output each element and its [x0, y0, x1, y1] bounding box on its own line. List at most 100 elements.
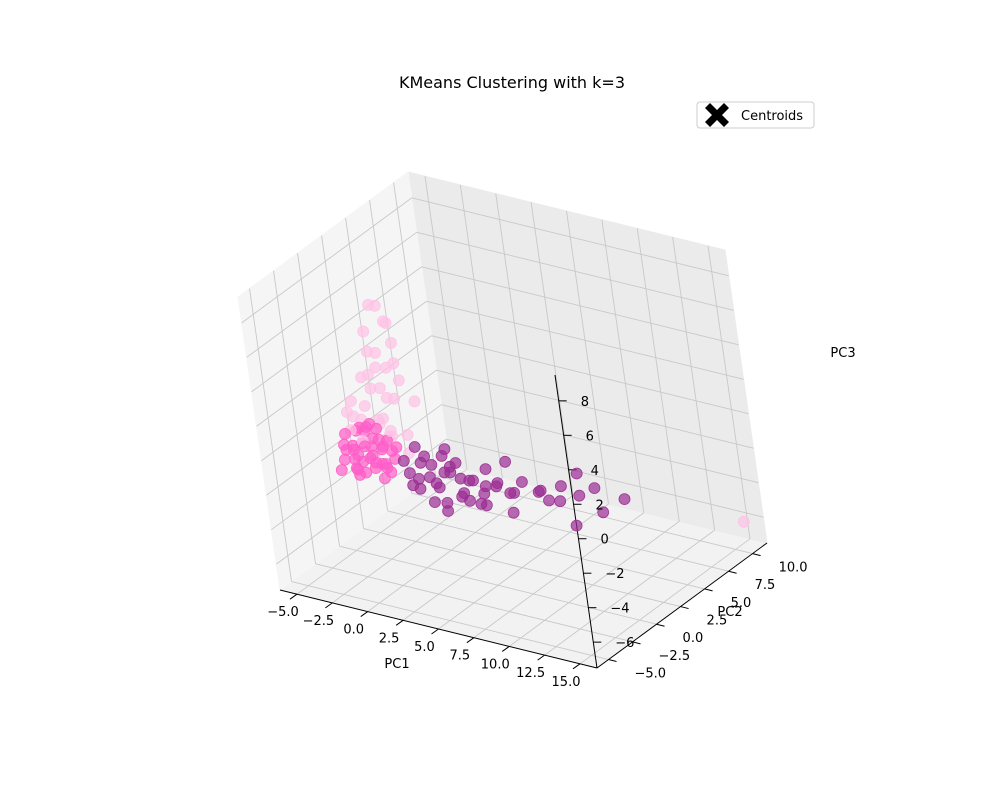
scatter-point-cluster-2	[387, 357, 400, 370]
x-gridline	[672, 237, 716, 531]
scatter-point-cluster-1	[507, 506, 520, 519]
scatter-point-cluster-1	[403, 467, 416, 480]
scatter-point-cluster-0	[378, 472, 391, 485]
x-tick-label: −2.5	[303, 614, 335, 629]
x-gridline	[424, 176, 468, 470]
left-pane	[237, 171, 451, 591]
x-tick-label: 0.0	[343, 623, 364, 638]
axis-lines	[279, 374, 768, 670]
x-tick-label: 7.5	[450, 649, 471, 664]
z-tick-label: 0	[600, 533, 608, 548]
scatter-point-cluster-1	[570, 467, 583, 480]
x-gridline	[601, 219, 645, 513]
scatter-point-cluster-2	[385, 336, 397, 349]
y-tick-label: 0.0	[683, 631, 704, 646]
y-tick-label: −2.5	[659, 649, 691, 664]
y-gridline	[411, 492, 729, 572]
z-gridline	[436, 369, 754, 449]
x-tick	[360, 611, 369, 617]
scatter-point-cluster-0	[364, 452, 377, 465]
scatter-point-cluster-1	[425, 458, 438, 471]
x-gridline	[473, 512, 645, 639]
x-tick	[572, 663, 581, 670]
x-tick	[431, 628, 439, 635]
y-tick	[632, 641, 641, 645]
x-gridline	[402, 494, 574, 621]
z-gridline	[241, 197, 412, 324]
y-tick	[704, 588, 713, 592]
x-tick	[325, 602, 333, 609]
scatter-point-cluster-1	[479, 480, 492, 493]
scatter-point-cluster-1	[438, 443, 451, 456]
z-gridline	[441, 404, 759, 484]
z-tick-label: 2	[596, 498, 604, 513]
y-tick-label: 2.5	[707, 614, 728, 629]
x-gridline	[508, 521, 680, 647]
scatter-point-cluster-2	[392, 374, 405, 387]
z-tick-label: 8	[581, 395, 589, 410]
scatter-point-cluster-1	[573, 489, 586, 502]
z-tick-label: 4	[591, 464, 599, 479]
x-gridline	[459, 184, 503, 478]
y-tick	[680, 606, 689, 610]
scatter-point-cluster-2	[384, 424, 397, 437]
y-gridline	[393, 182, 437, 476]
scatter-point-cluster-0	[381, 461, 394, 474]
legend: Centroids	[696, 101, 815, 129]
scatter-point-cluster-2	[357, 325, 370, 338]
scatter-point-cluster-2	[347, 410, 360, 423]
scatter-point-cluster-0	[338, 453, 351, 466]
z-gridline	[251, 266, 422, 393]
scatter-point-cluster-1	[408, 441, 421, 453]
scatter-point-cluster-2	[377, 412, 389, 425]
scatter-point-cluster-1	[428, 496, 441, 509]
scatter-point-cluster-1	[597, 506, 610, 519]
z-gridline	[416, 231, 734, 311]
x-tick-label: −5.0	[267, 605, 299, 620]
scatter-point-cluster-2	[369, 346, 382, 359]
scatter-point-cluster-1	[491, 477, 504, 490]
y-tick	[752, 553, 761, 557]
scatter-point-cluster-1	[504, 487, 517, 500]
scatter-point-cluster-2	[379, 317, 392, 329]
y-tick	[728, 570, 737, 574]
scatter-point-cluster-0	[358, 440, 371, 453]
centroid-marker-icon	[705, 103, 729, 127]
y-axis-label: PC2	[717, 605, 742, 620]
y-gridline	[291, 581, 609, 660]
y-tick-label: 7.5	[755, 578, 776, 593]
z-gridline	[256, 300, 427, 427]
scatter-point-cluster-1	[430, 477, 443, 490]
x-gridline	[495, 193, 539, 487]
y-tick-label: −5.0	[635, 667, 667, 682]
x-tick-label: 10.0	[481, 657, 510, 672]
x-tick	[537, 654, 545, 661]
y-axis-line	[596, 542, 768, 669]
scatter-point-cluster-1	[555, 480, 567, 493]
tick-labels: −5.0−2.50.02.55.07.510.012.515.0−5.0−2.5…	[267, 395, 807, 690]
x-gridline	[707, 245, 751, 539]
y-gridline	[249, 288, 292, 582]
scatter-point-cluster-2	[737, 515, 750, 528]
x-axis-label: PC1	[384, 657, 409, 672]
scatter-point-cluster-1	[479, 463, 492, 476]
legend-entry-centroids: Centroids	[741, 109, 803, 124]
scatter-point-cluster-1	[438, 466, 451, 479]
z-gridline	[421, 266, 739, 346]
y-gridline	[363, 528, 681, 607]
x-gridline	[566, 210, 609, 505]
scatter-point-cluster-2	[373, 382, 386, 395]
scatter-point-cluster-1	[458, 487, 471, 500]
scatter-point-cluster-1	[397, 454, 410, 467]
scatter-point-cluster-2	[401, 428, 414, 441]
x-gridline	[636, 228, 680, 522]
x-gridline	[367, 486, 539, 612]
y-gridline	[315, 563, 633, 643]
x-tick-label: 12.5	[516, 666, 545, 681]
scatter-point-cluster-0	[335, 464, 348, 477]
scatter-point-cluster-1	[554, 495, 567, 508]
z-tick-label: −4	[610, 602, 629, 617]
z-axis-label: PC3	[830, 346, 855, 361]
y-tick	[656, 623, 665, 627]
